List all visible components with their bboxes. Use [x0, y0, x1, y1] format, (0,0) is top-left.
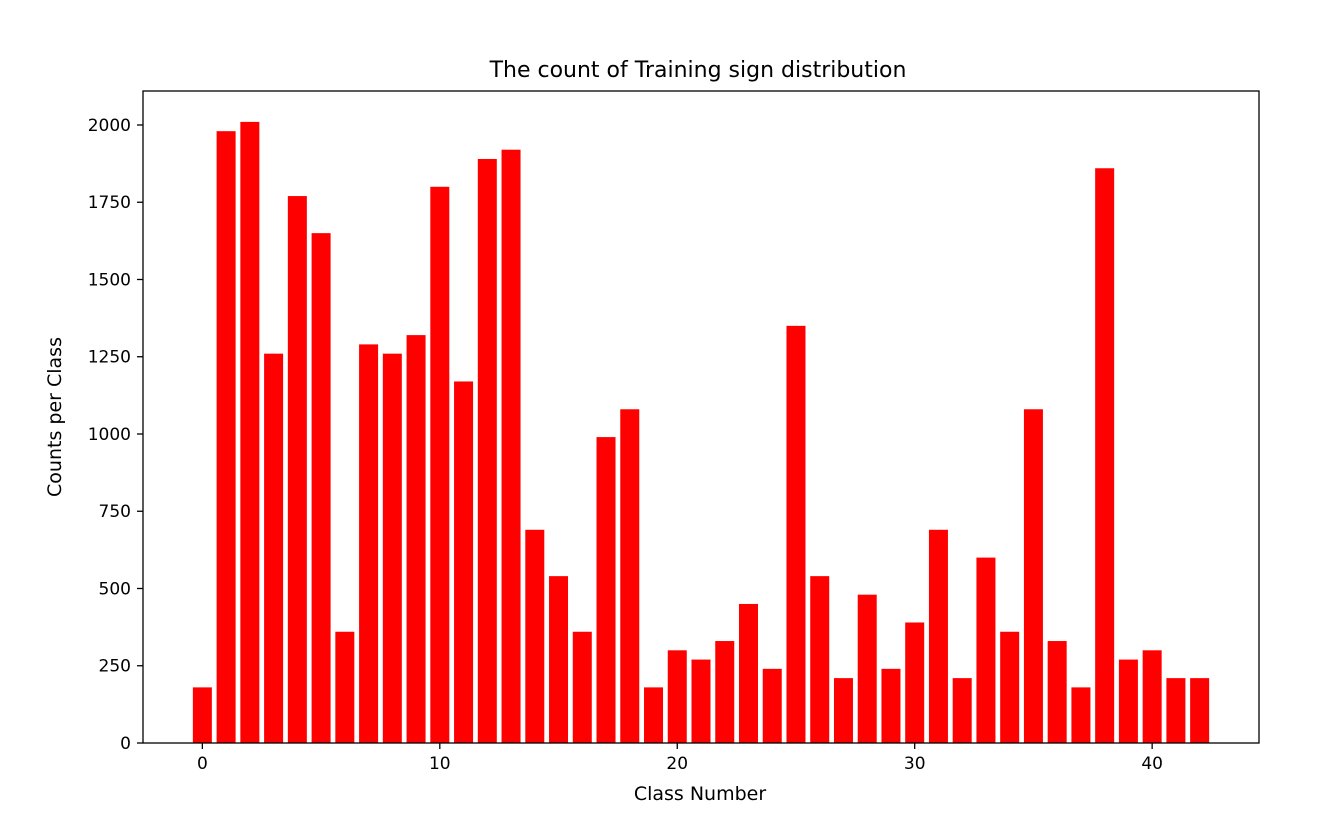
bar-class-21 — [691, 659, 711, 743]
bars-group — [192, 121, 1210, 744]
bar-class-39 — [1118, 659, 1138, 743]
y-tick-label: 1000 — [88, 425, 131, 445]
bar-class-25 — [786, 325, 806, 743]
x-tick-label: 30 — [904, 754, 926, 774]
x-tick-label: 0 — [197, 754, 208, 774]
bar-class-38 — [1095, 168, 1115, 743]
bar-class-24 — [762, 668, 782, 743]
bar-class-0 — [192, 687, 212, 743]
bar-class-5 — [311, 233, 331, 743]
x-axis-ticks: 0 10 20 30 40 — [197, 743, 1163, 774]
bar-class-34 — [1000, 631, 1020, 743]
bar-class-12 — [477, 158, 497, 744]
x-tick-label: 10 — [429, 754, 451, 774]
bar-class-22 — [715, 641, 735, 743]
x-axis-label: Class Number — [634, 783, 767, 805]
bar-class-8 — [382, 353, 402, 743]
bar-class-26 — [810, 576, 830, 743]
bar-class-11 — [454, 381, 474, 743]
bar-class-36 — [1047, 641, 1067, 743]
bar-class-42 — [1190, 678, 1210, 743]
bar-class-3 — [264, 353, 284, 743]
y-tick-label: 750 — [99, 502, 131, 522]
bar-class-37 — [1071, 687, 1091, 743]
bar-class-15 — [549, 576, 569, 743]
x-tick-label: 40 — [1141, 754, 1163, 774]
bar-class-4 — [287, 196, 307, 743]
bar-class-1 — [216, 131, 236, 744]
bar-class-32 — [952, 678, 972, 743]
y-tick-label: 2000 — [88, 116, 131, 136]
bar-class-7 — [359, 344, 379, 743]
bar-class-41 — [1166, 678, 1186, 743]
bar-class-10 — [430, 186, 450, 744]
bar-class-27 — [833, 678, 853, 743]
y-tick-label: 1500 — [88, 270, 131, 290]
y-tick-label: 250 — [99, 657, 131, 677]
bar-class-29 — [881, 668, 901, 743]
bar-class-30 — [905, 622, 925, 743]
bar-class-14 — [525, 529, 545, 743]
y-tick-label: 0 — [120, 734, 131, 754]
y-tick-label: 1250 — [88, 348, 131, 368]
bar-class-18 — [620, 409, 640, 743]
bar-class-9 — [406, 335, 426, 743]
bar-class-31 — [928, 529, 948, 743]
bar-class-13 — [501, 149, 521, 743]
plot-area-frame — [142, 90, 1260, 744]
bar-class-28 — [857, 594, 877, 743]
bar-class-20 — [667, 650, 687, 743]
bar-class-35 — [1023, 409, 1043, 743]
bar-class-16 — [572, 631, 592, 743]
bar-class-40 — [1142, 650, 1162, 743]
y-axis-label: Counts per Class — [44, 337, 66, 497]
y-tick-label: 1750 — [88, 193, 131, 213]
y-tick-label: 500 — [99, 579, 131, 599]
bar-class-2 — [240, 121, 260, 743]
bar-class-23 — [738, 603, 758, 743]
x-tick-label: 20 — [666, 754, 688, 774]
y-axis-ticks: 0 250 500 750 1000 1250 1500 1750 2000 — [88, 116, 143, 754]
bar-class-17 — [596, 437, 616, 743]
chart-title: The count of Training sign distribution — [489, 58, 907, 83]
bar-class-6 — [335, 631, 355, 743]
bar-class-19 — [644, 687, 664, 743]
bar-class-33 — [976, 557, 996, 743]
